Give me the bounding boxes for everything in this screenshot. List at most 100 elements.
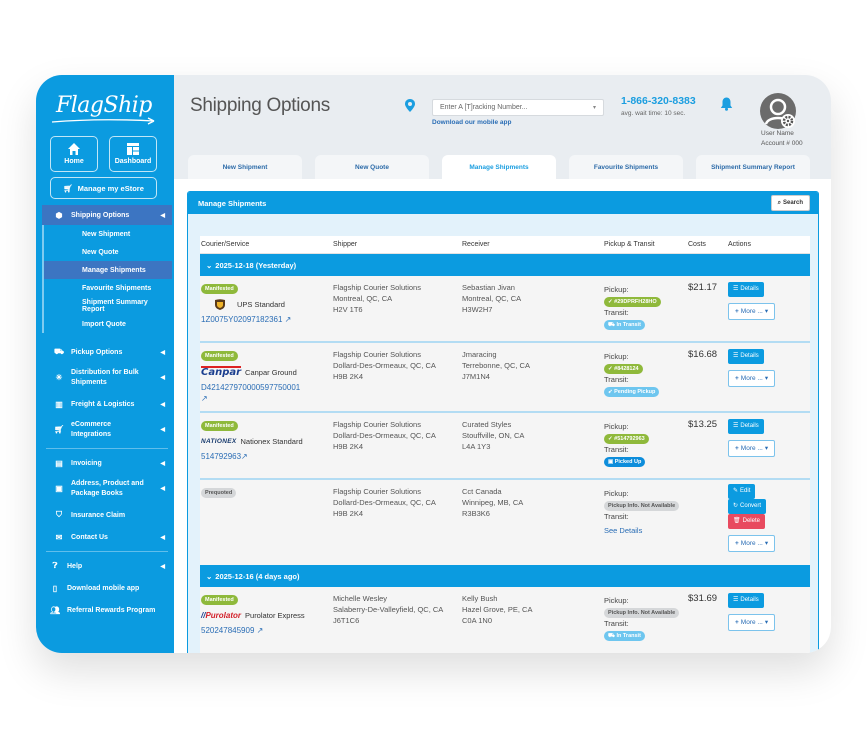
date-group-header[interactable]: ⌄ 2025-12-18 (Yesterday) bbox=[200, 254, 810, 276]
sidebar-item-invoicing[interactable]: ▤ Invoicing ◀ bbox=[55, 458, 165, 468]
search-button[interactable]: ⌕ Search bbox=[770, 195, 810, 211]
details-button[interactable]: ☰ Details bbox=[728, 419, 764, 434]
list-icon: ☰ bbox=[733, 423, 739, 429]
search-icon: ⌕ bbox=[777, 199, 781, 206]
sidebar-item-address-books[interactable]: ▣ Address, Product and Package Books ◀ bbox=[55, 480, 165, 497]
caret-down-icon: ▾ bbox=[764, 375, 769, 382]
cart-icon: 🛒︎ bbox=[63, 183, 73, 193]
details-button[interactable]: ☰ Details bbox=[728, 282, 764, 297]
sidebar-sub-new-quote[interactable]: New Quote bbox=[82, 248, 119, 256]
cart-icon: 🛒︎ bbox=[54, 425, 65, 434]
support-phone[interactable]: 1-866-320-8383 bbox=[621, 95, 696, 107]
caret-left-icon: ◀ bbox=[160, 212, 165, 219]
pickup-badge: Pickup Info. Not Available bbox=[604, 501, 680, 511]
sidebar-item-contact-us[interactable]: ✉ Contact Us ◀ bbox=[55, 532, 165, 542]
user-info: User Name Account # 000 bbox=[761, 130, 803, 147]
details-button[interactable]: ☰ Details bbox=[728, 349, 764, 364]
table-row: Manifested UPS Standard 1Z0075Y020971823… bbox=[200, 276, 810, 343]
sidebar-item-download-app[interactable]: ▯ Download mobile app bbox=[42, 577, 172, 599]
tracking-link[interactable]: 514792963↗ bbox=[201, 452, 248, 461]
sidebar-item-freight[interactable]: ▥ Freight & Logistics ◀ bbox=[55, 399, 165, 409]
date-group-header[interactable]: ⌄ 2025-12-16 (4 days ago) bbox=[200, 565, 810, 587]
more-button[interactable]: + More ... ▾ bbox=[728, 303, 776, 320]
sidebar-sub-new-shipment[interactable]: New Shipment bbox=[82, 230, 131, 238]
purolator-logo: //Purolator bbox=[201, 611, 242, 620]
external-link-icon: ↗ bbox=[241, 452, 248, 461]
sidebar-item-referral[interactable]: 👥︎ Referral Rewards Program bbox=[50, 605, 156, 615]
referral-icon: 👥︎ bbox=[50, 605, 61, 615]
tracking-link[interactable]: 520247845909 ↗ bbox=[201, 626, 264, 635]
pickup-badge: Pickup Info. Not Available bbox=[604, 608, 680, 618]
caret-left-icon: ◀ bbox=[160, 486, 165, 492]
sidebar-item-distribution[interactable]: ✳ Distribution for Bulk Shipments ◀ bbox=[55, 369, 165, 386]
tracking-link[interactable]: D421427970000597750001 ↗ bbox=[201, 383, 301, 403]
caret-down-icon: ▾ bbox=[764, 540, 769, 547]
sidebar-sub-manage-shipments[interactable]: Manage Shipments bbox=[44, 261, 172, 279]
distribution-icon: ✳ bbox=[55, 373, 63, 382]
flagship-logo[interactable]: FlagShip bbox=[50, 89, 160, 129]
status-badge: Manifested bbox=[201, 595, 238, 605]
invoice-icon: ▤ bbox=[55, 458, 63, 468]
sidebar-item-insurance-claim[interactable]: ⛉ Insurance Claim bbox=[56, 510, 126, 519]
caret-left-icon: ◀ bbox=[160, 427, 165, 433]
status-badge: Manifested bbox=[201, 351, 238, 361]
more-button[interactable]: + More ... ▾ bbox=[728, 370, 776, 387]
tab-new-quote[interactable]: New Quote bbox=[315, 155, 429, 179]
tracking-number-input[interactable]: Enter A [T]racking Number... ▾ bbox=[432, 99, 604, 116]
chevron-circle-down-icon: ⌄ bbox=[206, 571, 213, 581]
more-button[interactable]: + More ... ▾ bbox=[728, 535, 776, 552]
refresh-icon: ↻ bbox=[733, 503, 739, 509]
manage-shipments-panel: Manage Shipments ⌕ Search Courier/Servic… bbox=[187, 191, 819, 653]
sidebar-sub-import-quote[interactable]: Import Quote bbox=[82, 320, 126, 328]
pickup-badge[interactable]: ✓ #8428124 bbox=[604, 364, 643, 374]
pickup-badge[interactable]: ✓ #514792963 bbox=[604, 434, 649, 444]
external-link-icon: ↗ bbox=[284, 315, 292, 324]
delete-button[interactable]: 🗑︎ Delete bbox=[728, 514, 765, 529]
tab-manage-shipments[interactable]: Manage Shipments bbox=[442, 155, 556, 179]
dashboard-button[interactable]: Dashboard bbox=[109, 136, 157, 172]
chevron-circle-down-icon: ⌄ bbox=[206, 260, 213, 270]
sidebar-sub-summary-report[interactable]: Shipment Summary Report bbox=[82, 299, 148, 313]
transit-badge: ▣ Picked Up bbox=[604, 457, 646, 467]
pickup-badge[interactable]: ✓ #29DPRFH28HO bbox=[604, 297, 661, 307]
details-button[interactable]: ☰ Details bbox=[728, 593, 764, 608]
caret-left-icon: ◀ bbox=[160, 375, 165, 381]
dashboard-icon bbox=[127, 143, 139, 155]
download-app-link[interactable]: Download our mobile app bbox=[432, 119, 512, 126]
sidebar-item-shipping-options[interactable]: ⬢ Shipping Options ◀ bbox=[42, 205, 172, 225]
caret-down-icon: ▾ bbox=[764, 619, 769, 626]
sidebar-item-help[interactable]: ❓︎ Help ◀ bbox=[42, 555, 172, 577]
truck-icon: ⛟ bbox=[54, 347, 65, 356]
more-button[interactable]: + More ... ▾ bbox=[728, 440, 776, 457]
sidebar-item-pickup-options[interactable]: ⛟ Pickup Options ◀ bbox=[54, 347, 165, 356]
location-pin-icon[interactable] bbox=[405, 99, 415, 112]
edit-button[interactable]: ✎ Edit bbox=[728, 484, 756, 499]
tab-summary-report[interactable]: Shipment Summary Report bbox=[696, 155, 810, 179]
tab-new-shipment[interactable]: New Shipment bbox=[188, 155, 302, 179]
envelope-icon: ✉ bbox=[55, 532, 63, 542]
shipping-submenu: New Shipment New Quote Manage Shipments … bbox=[42, 225, 172, 333]
transit-badge: ⛟ In Transit bbox=[604, 320, 645, 330]
main-content: Shipping Options Enter A [T]racking Numb… bbox=[174, 75, 831, 653]
tab-favourite-shipments[interactable]: Favourite Shipments bbox=[569, 155, 683, 179]
manage-estore-button[interactable]: 🛒︎ Manage my eStore bbox=[50, 177, 157, 199]
avatar[interactable] bbox=[760, 93, 796, 129]
trash-icon: 🗑︎ bbox=[733, 518, 741, 524]
convert-button[interactable]: ↻ Convert bbox=[728, 499, 767, 514]
box-icon: ⬢ bbox=[55, 210, 63, 220]
divider bbox=[46, 551, 168, 552]
address-book-icon: ▣ bbox=[55, 484, 63, 493]
status-badge: Prequoted bbox=[201, 488, 237, 498]
caret-left-icon: ◀ bbox=[160, 401, 165, 408]
external-link-icon: ↗ bbox=[201, 394, 208, 403]
status-badge: Manifested bbox=[201, 421, 238, 431]
caret-left-icon: ◀ bbox=[160, 563, 165, 570]
sidebar-item-ecommerce[interactable]: 🛒︎ eCommerce Integrations ◀ bbox=[54, 421, 165, 438]
bell-icon[interactable] bbox=[720, 97, 733, 111]
wait-time: avg. wait time: 10 sec. bbox=[621, 110, 686, 117]
see-details-link[interactable]: See Details bbox=[604, 526, 643, 535]
home-button[interactable]: Home bbox=[50, 136, 98, 172]
sidebar-sub-favourite-shipments[interactable]: Favourite Shipments bbox=[82, 284, 152, 292]
tracking-link[interactable]: 1Z0075Y02097182361 ↗ bbox=[201, 315, 292, 324]
more-button[interactable]: + More ... ▾ bbox=[728, 614, 776, 631]
